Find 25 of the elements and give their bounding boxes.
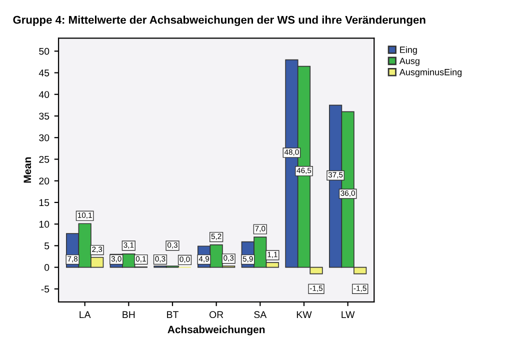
legend-label: AusgminusEing — [399, 68, 462, 78]
x-tick-label: BT — [167, 311, 178, 318]
y-tick-label: 35 — [39, 112, 50, 120]
legend-label: Eing — [400, 46, 417, 55]
y-tick-label: 5 — [44, 242, 50, 250]
x-tick-label: BH — [122, 311, 135, 318]
y-tick-label: 45 — [38, 70, 50, 76]
x-tick-label: KW — [296, 311, 312, 318]
x-tick-label: OR — [209, 311, 224, 318]
chart-title: Gruppe 4: Mittelwerte der Achsabweichungen der WS und ihre Veränderungen — [13, 16, 426, 26]
y-tick-label: 40 — [38, 91, 50, 98]
y-tick-label: 10 — [39, 220, 50, 228]
y-tick-label: 30 — [39, 134, 50, 142]
x-tick-label: SA — [254, 311, 267, 318]
y-tick-label: 0 — [44, 264, 50, 271]
x-tick-label: LW — [342, 311, 355, 318]
x-axis-title: Achsabweichungen — [168, 326, 265, 336]
x-tick-label: LA — [80, 311, 91, 318]
y-tick-label: 25 — [39, 156, 50, 163]
legend-label: Ausg — [399, 58, 420, 66]
y-tick-label: 50 — [39, 48, 50, 55]
y-tick-label: -5 — [41, 286, 50, 293]
y-tick-label: 20 — [39, 178, 50, 184]
y-axis-title: Mean — [24, 157, 32, 183]
y-tick-label: 15 — [39, 199, 50, 206]
